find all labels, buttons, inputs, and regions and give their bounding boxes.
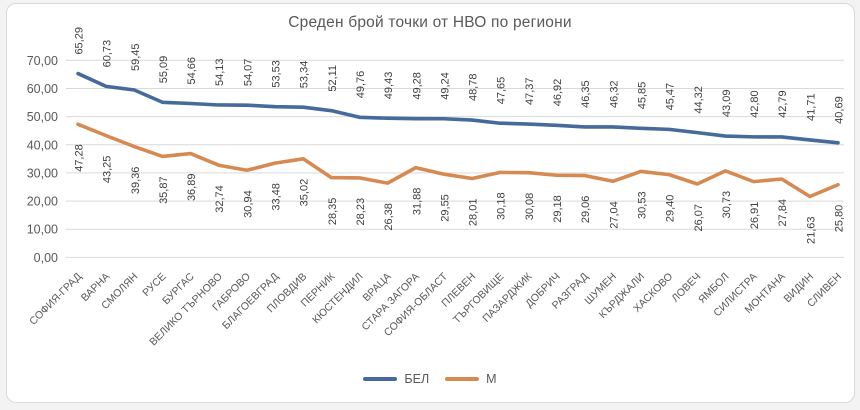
- y-tick-label: 70,00: [27, 54, 58, 68]
- legend-label: БЕЛ: [404, 372, 430, 386]
- data-label: 60,73: [102, 40, 114, 68]
- data-label: 53,34: [299, 61, 311, 89]
- chart-frame: [6, 3, 855, 403]
- data-label: 54,07: [242, 59, 254, 87]
- y-tick-label: 60,00: [27, 82, 58, 96]
- y-tick-label: 30,00: [27, 166, 58, 180]
- data-label: 55,09: [158, 56, 170, 84]
- data-label: 42,79: [777, 90, 789, 118]
- data-label: 25,80: [834, 205, 846, 233]
- data-label: 33,48: [271, 183, 283, 211]
- data-label: 29,06: [580, 196, 592, 224]
- data-label: 35,02: [299, 179, 311, 207]
- data-label: 47,37: [524, 77, 536, 105]
- data-label: 49,24: [439, 72, 451, 100]
- data-label: 47,28: [74, 144, 86, 172]
- data-label: 28,01: [468, 199, 480, 227]
- data-label: 46,32: [608, 80, 620, 108]
- y-tick-label: 20,00: [27, 195, 58, 209]
- data-label: 30,08: [524, 193, 536, 221]
- data-label: 52,11: [327, 65, 339, 92]
- category-label: КЮСТЕНДИЛ: [310, 271, 366, 327]
- data-label: 45,85: [636, 82, 648, 110]
- data-label: 28,23: [355, 198, 367, 226]
- data-label: 43,09: [721, 90, 733, 118]
- data-label: 46,92: [552, 79, 564, 107]
- data-label: 41,71: [805, 93, 817, 121]
- data-label: 21,63: [805, 216, 817, 244]
- legend-item-bel: БЕЛ: [363, 372, 429, 386]
- y-tick-label: 40,00: [27, 138, 58, 152]
- legend-item-m: М: [445, 372, 497, 386]
- data-label: 53,53: [271, 60, 283, 88]
- data-label: 54,13: [214, 58, 226, 86]
- category-label: СОФИЯ-ГРАД: [27, 271, 84, 328]
- chart-legend: БЕЛ М: [0, 372, 860, 386]
- data-label: 49,28: [411, 72, 423, 100]
- data-label: 26,38: [383, 203, 395, 231]
- data-label: 42,80: [749, 90, 761, 118]
- y-tick-label: 0,00: [34, 251, 58, 265]
- data-label: 40,69: [834, 96, 846, 124]
- legend-line-sample: [445, 377, 480, 381]
- data-label: 30,53: [636, 191, 648, 219]
- y-tick-label: 10,00: [27, 223, 58, 237]
- data-label: 48,78: [468, 74, 480, 102]
- data-label: 30,18: [496, 192, 508, 220]
- data-label: 47,65: [496, 77, 508, 105]
- legend-line-sample: [363, 377, 398, 381]
- data-label: 35,87: [158, 176, 170, 204]
- data-label: 26,91: [749, 202, 761, 230]
- data-label: 30,94: [242, 190, 254, 218]
- data-label: 45,47: [665, 83, 677, 111]
- data-label: 46,35: [580, 80, 592, 108]
- data-label: 29,55: [439, 194, 451, 222]
- data-label: 27,84: [777, 199, 789, 227]
- chart-title: Среден брой точки от НВО по региони: [288, 14, 572, 31]
- data-label: 49,76: [355, 71, 367, 99]
- data-label: 29,40: [665, 195, 677, 223]
- series-line-m: [76, 122, 840, 199]
- data-label: 29,18: [552, 195, 564, 223]
- data-label: 39,36: [130, 167, 142, 195]
- data-label: 43,25: [102, 156, 114, 184]
- data-label: 31,88: [411, 188, 423, 216]
- data-label: 32,74: [214, 185, 226, 213]
- series-line-bel: [76, 71, 840, 145]
- y-tick-label: 50,00: [27, 110, 58, 124]
- data-label: 26,07: [693, 204, 705, 232]
- data-label: 49,43: [383, 72, 395, 100]
- data-label: 65,29: [74, 27, 86, 55]
- data-label: 27,04: [608, 201, 620, 229]
- data-label: 36,89: [186, 174, 198, 202]
- data-label: 59,45: [130, 43, 142, 71]
- data-label: 44,32: [693, 86, 705, 114]
- data-label: 30,73: [721, 191, 733, 219]
- data-label: 28,35: [327, 198, 339, 226]
- data-label: 54,66: [186, 57, 198, 85]
- legend-label: М: [486, 372, 497, 386]
